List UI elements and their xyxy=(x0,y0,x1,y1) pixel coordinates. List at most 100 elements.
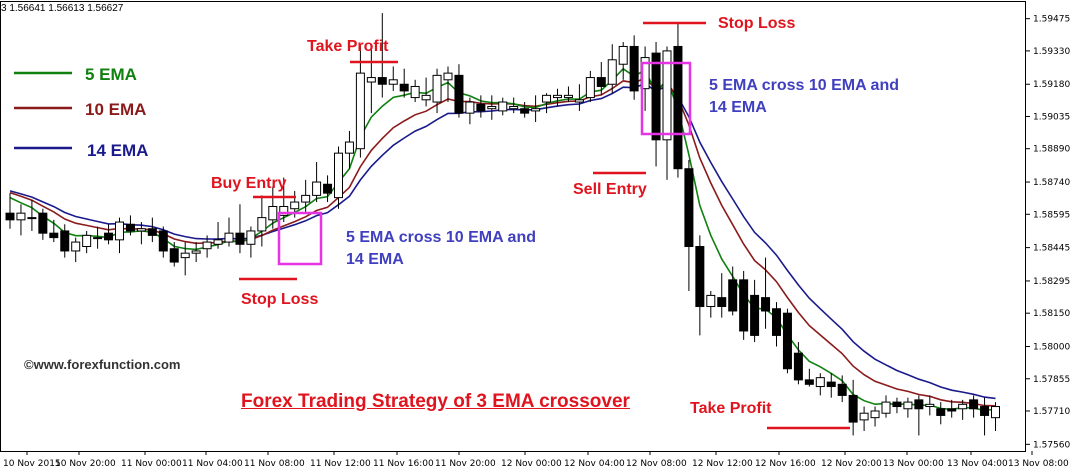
plot-frame xyxy=(0,1,1026,452)
candle-bull xyxy=(815,377,825,388)
y-tick-label: 1.59035 xyxy=(1033,112,1070,122)
candle-bull xyxy=(903,401,913,410)
y-tick-label: 1.57560 xyxy=(1033,440,1070,450)
candle-bear xyxy=(377,77,387,85)
take-profit-label-top: Take Profit xyxy=(307,38,389,55)
candle-bear xyxy=(772,308,781,336)
candle-bull xyxy=(388,79,398,85)
candle-bull xyxy=(180,252,190,259)
candle-bull xyxy=(925,403,935,408)
legend-10-ema: 10 EMA xyxy=(85,100,147,119)
candle-bull xyxy=(93,237,103,240)
x-tick-label: 13 Nov 08:00 xyxy=(1008,459,1069,469)
candle-bear xyxy=(804,379,814,385)
candle-bull xyxy=(301,194,311,203)
candle-bull xyxy=(958,403,968,410)
candle-bull xyxy=(421,94,431,101)
candle-bull xyxy=(881,401,891,414)
x-tick-label: 12 Nov 12:00 xyxy=(692,459,753,469)
x-tick-label: 11 Nov 08:00 xyxy=(244,459,305,469)
candle-bear xyxy=(684,168,694,248)
candle-bull xyxy=(290,201,300,210)
take-profit-label-bottom: Take Profit xyxy=(690,400,772,417)
candle-bull xyxy=(859,412,869,421)
chart-title: Forex Trading Strategy of 3 EMA crossove… xyxy=(241,391,630,412)
candle-bull xyxy=(16,212,26,221)
candle-bear xyxy=(651,52,661,141)
candle-bear xyxy=(323,183,333,194)
candle-bull xyxy=(563,94,573,99)
candle-bear xyxy=(947,408,957,412)
x-tick-label: 10 Nov 20:00 xyxy=(55,459,116,469)
candle-bear xyxy=(739,279,749,332)
candle-bull xyxy=(246,230,256,245)
x-tick-label: 11 Nov 00:00 xyxy=(121,459,182,469)
candle-bear xyxy=(169,248,179,263)
candle-bull xyxy=(870,410,880,419)
candle-bull xyxy=(213,239,223,245)
legend-14-ema: 14 EMA xyxy=(87,141,149,160)
y-tick-label: 1.58000 xyxy=(1033,343,1070,353)
x-tick-label: 10 Nov 2015 xyxy=(3,459,61,469)
candle-bear xyxy=(476,103,486,112)
stop-loss-label-bottom: Stop Loss xyxy=(241,291,319,308)
x-tick-label: 13 Nov 04:00 xyxy=(947,459,1008,469)
ohlc-readout: 3 1.56641 1.56613 1.56627 xyxy=(1,3,124,14)
candle-bull xyxy=(618,45,628,65)
y-tick-label: 1.59475 xyxy=(1033,15,1070,25)
candle-bear xyxy=(848,394,858,423)
candle-bull xyxy=(312,181,322,196)
candle-bear xyxy=(38,212,48,234)
candle-bear xyxy=(235,232,245,245)
candle-bear xyxy=(936,408,946,416)
candle-bull xyxy=(27,217,37,220)
candle-bear xyxy=(750,294,760,336)
y-tick-label: 1.57855 xyxy=(1033,375,1070,385)
candle-bull xyxy=(487,105,497,110)
candle-bull xyxy=(191,250,201,254)
candle-bear xyxy=(158,230,168,252)
candle-bear xyxy=(717,297,727,308)
candle-bear xyxy=(793,352,803,381)
candle-bear xyxy=(520,108,530,114)
candle-bear xyxy=(761,297,771,312)
sell-entry-label: Sell Entry xyxy=(573,181,647,198)
buy-entry-label: Buy Entry xyxy=(211,175,287,192)
candle-bear xyxy=(826,381,836,388)
cross-note-sell: 5 EMA cross 10 EMA and 14 EMA xyxy=(709,75,899,119)
candle-bull xyxy=(443,72,453,81)
candle-bull xyxy=(553,94,562,99)
cross-note-buy-line2: 14 EMA xyxy=(346,251,404,268)
candle-bull xyxy=(607,59,617,85)
candle-bear xyxy=(782,312,792,370)
candle-bear xyxy=(5,212,15,221)
candle-bear xyxy=(399,83,409,92)
candle-bull xyxy=(574,99,584,103)
y-tick-label: 1.58445 xyxy=(1033,244,1070,254)
candle-bear xyxy=(695,246,705,308)
y-tick-label: 1.58295 xyxy=(1033,277,1070,287)
candle-bull xyxy=(509,105,519,110)
candle-bear xyxy=(980,406,990,416)
candle-bull xyxy=(498,101,508,112)
candle-bull xyxy=(355,72,365,150)
candle-bull xyxy=(268,205,278,221)
cross-note-sell-line2: 14 EMA xyxy=(709,99,767,116)
candle-bull xyxy=(585,77,595,99)
candle-bear xyxy=(629,45,639,92)
x-tick-label: 12 Nov 20:00 xyxy=(821,459,882,469)
x-tick-label: 12 Nov 08:00 xyxy=(626,459,687,469)
cross-note-buy: 5 EMA cross 10 EMA and 14 EMA xyxy=(346,227,536,271)
x-tick-label: 12 Nov 00:00 xyxy=(501,459,562,469)
candle-bull xyxy=(82,234,92,248)
candle-bull xyxy=(465,101,475,114)
candle-bear xyxy=(49,232,59,239)
stop-loss-label-top: Stop Loss xyxy=(718,15,796,32)
candle-bull xyxy=(71,241,81,252)
crossover-box-buy xyxy=(277,211,323,266)
candle-bull xyxy=(115,221,124,241)
candle-bull xyxy=(257,217,267,232)
candle-bear xyxy=(892,401,902,408)
candle-bull xyxy=(432,74,442,103)
